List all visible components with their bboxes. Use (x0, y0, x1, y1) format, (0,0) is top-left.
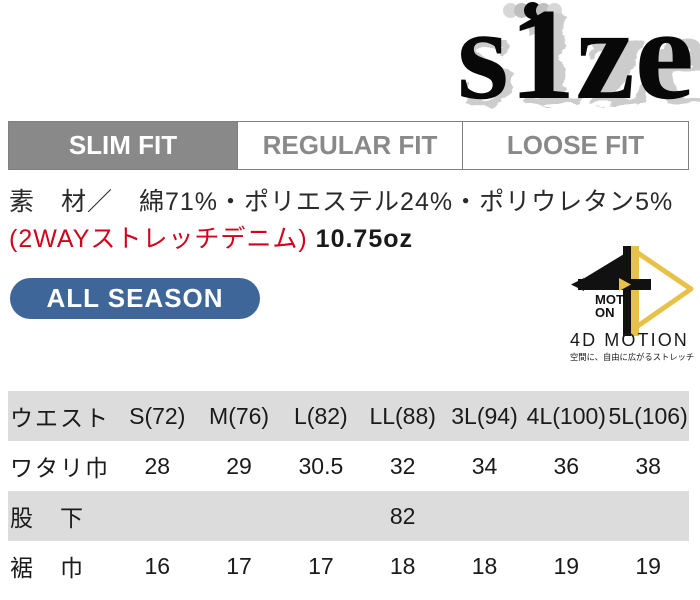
svg-text:s1ze: s1ze (457, 0, 694, 127)
